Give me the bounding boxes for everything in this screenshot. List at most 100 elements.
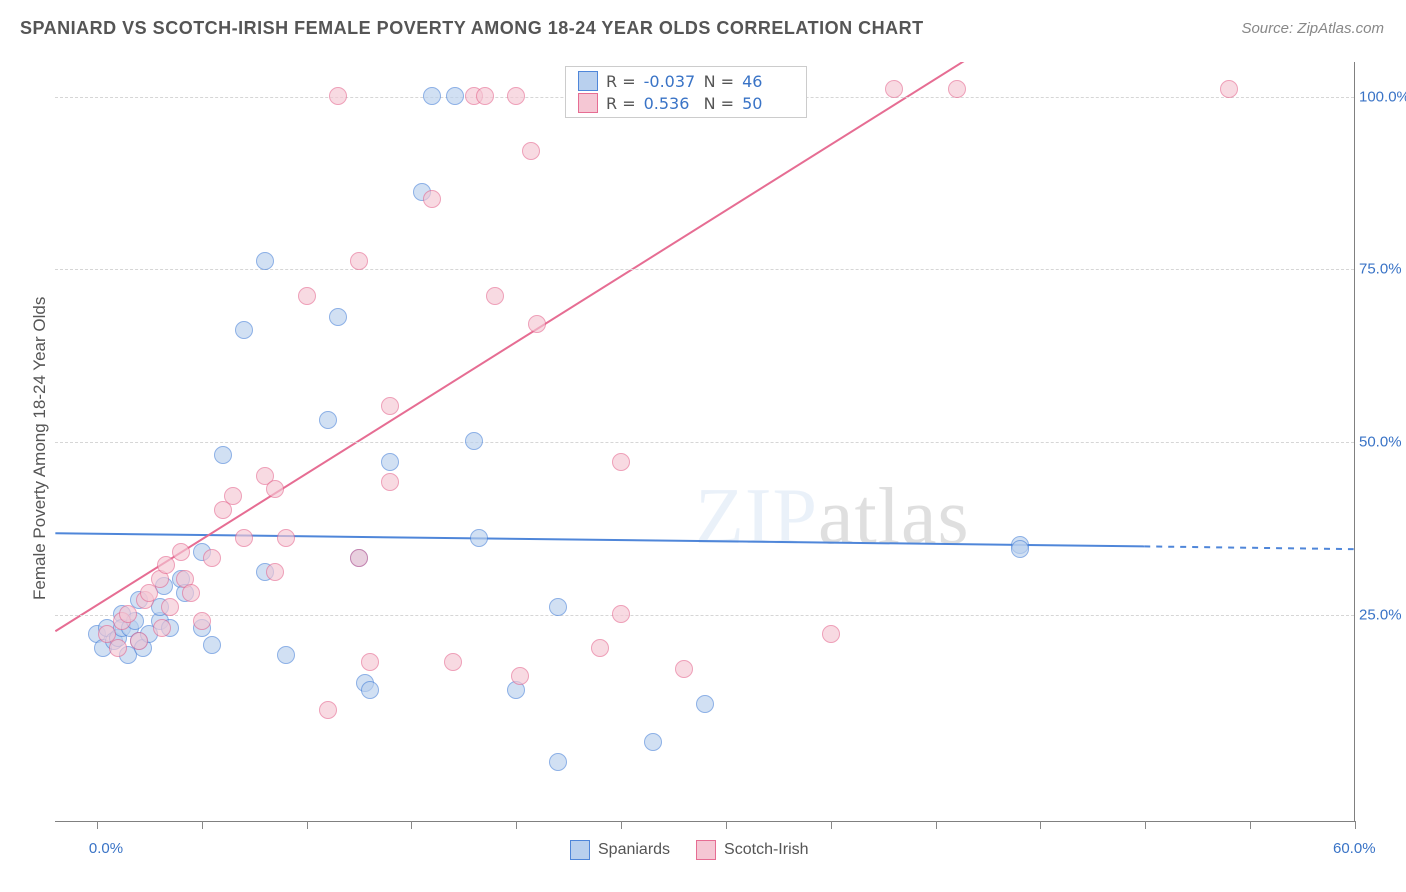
data-point <box>822 625 840 643</box>
data-point <box>361 681 379 699</box>
data-point <box>235 529 253 547</box>
legend-item: Spaniards <box>570 840 670 860</box>
gridline <box>55 615 1354 616</box>
data-point <box>266 563 284 581</box>
data-point <box>350 252 368 270</box>
legend-N-prefix: N = <box>704 94 734 113</box>
legend-N-value: 46 <box>742 72 794 91</box>
data-point <box>381 397 399 415</box>
x-tick <box>936 821 937 829</box>
data-point <box>549 598 567 616</box>
legend-swatch <box>578 71 598 91</box>
x-tick <box>1355 821 1356 829</box>
data-point <box>157 556 175 574</box>
data-point <box>522 142 540 160</box>
source-caption: Source: ZipAtlas.com <box>1241 20 1384 37</box>
data-point <box>319 411 337 429</box>
data-point <box>119 605 137 623</box>
legend-swatch <box>570 840 590 860</box>
x-tick <box>97 821 98 829</box>
data-point <box>1220 80 1238 98</box>
data-point <box>446 87 464 105</box>
data-point <box>350 549 368 567</box>
data-point <box>266 480 284 498</box>
data-point <box>203 549 221 567</box>
data-point <box>277 646 295 664</box>
data-point <box>423 190 441 208</box>
data-point <box>153 619 171 637</box>
data-point <box>298 287 316 305</box>
data-point <box>948 80 966 98</box>
y-axis-title: Female Poverty Among 18-24 Year Olds <box>30 297 50 600</box>
data-point <box>1011 540 1029 558</box>
x-tick <box>726 821 727 829</box>
legend-N-value: 50 <box>742 94 794 113</box>
watermark-zip: ZIP <box>695 473 818 561</box>
data-point <box>612 605 630 623</box>
y-tick-label: 25.0% <box>1359 606 1406 623</box>
watermark-text: ZIPatlas <box>695 472 970 563</box>
data-point <box>329 87 347 105</box>
data-point <box>381 473 399 491</box>
legend-N-prefix: N = <box>704 72 734 91</box>
x-tick <box>1040 821 1041 829</box>
data-point <box>423 87 441 105</box>
x-tick <box>411 821 412 829</box>
legend-swatch <box>578 93 598 113</box>
data-point <box>486 287 504 305</box>
data-point <box>696 695 714 713</box>
legend-label: Spaniards <box>598 841 670 859</box>
x-tick-label: 60.0% <box>1333 840 1376 857</box>
legend-series: Spaniards Scotch-Irish <box>570 840 809 860</box>
data-point <box>224 487 242 505</box>
data-point <box>465 432 483 450</box>
data-point <box>381 453 399 471</box>
data-point <box>182 584 200 602</box>
x-tick-label: 0.0% <box>89 840 123 857</box>
legend-R-prefix: R = <box>606 94 636 113</box>
data-point <box>319 701 337 719</box>
data-point <box>528 315 546 333</box>
data-point <box>109 639 127 657</box>
data-point <box>675 660 693 678</box>
x-tick <box>307 821 308 829</box>
data-point <box>329 308 347 326</box>
x-tick <box>831 821 832 829</box>
x-tick <box>621 821 622 829</box>
legend-R-prefix: R = <box>606 72 636 91</box>
data-point <box>214 446 232 464</box>
x-tick <box>202 821 203 829</box>
data-point <box>172 543 190 561</box>
gridline <box>55 442 1354 443</box>
y-tick-label: 100.0% <box>1359 88 1406 105</box>
data-point <box>470 529 488 547</box>
x-tick <box>1145 821 1146 829</box>
y-tick-label: 75.0% <box>1359 261 1406 278</box>
data-point <box>507 87 525 105</box>
legend-stat-row: R = -0.037 N = 46 <box>578 71 794 91</box>
legend-label: Scotch-Irish <box>724 841 808 859</box>
data-point <box>476 87 494 105</box>
chart-container: { "title": "SPANIARD VS SCOTCH-IRISH FEM… <box>0 0 1406 892</box>
x-tick <box>1250 821 1251 829</box>
legend-swatch <box>696 840 716 860</box>
data-point <box>193 612 211 630</box>
watermark-atlas: atlas <box>818 473 970 561</box>
data-point <box>612 453 630 471</box>
y-tick-label: 50.0% <box>1359 434 1406 451</box>
legend-item: Scotch-Irish <box>696 840 808 860</box>
data-point <box>256 252 274 270</box>
legend-stat-row: R = 0.536 N = 50 <box>578 93 794 113</box>
data-point <box>549 753 567 771</box>
legend-R-value: 0.536 <box>644 94 696 113</box>
data-point <box>203 636 221 654</box>
x-tick <box>516 821 517 829</box>
legend-stats: R = -0.037 N = 46 R = 0.536 N = 50 <box>565 66 807 118</box>
chart-title: SPANIARD VS SCOTCH-IRISH FEMALE POVERTY … <box>20 18 924 39</box>
data-point <box>511 667 529 685</box>
plot-area: ZIPatlas 25.0%50.0%75.0%100.0% <box>55 62 1355 822</box>
data-point <box>130 632 148 650</box>
data-point <box>591 639 609 657</box>
legend-R-value: -0.037 <box>644 72 696 91</box>
data-point <box>644 733 662 751</box>
